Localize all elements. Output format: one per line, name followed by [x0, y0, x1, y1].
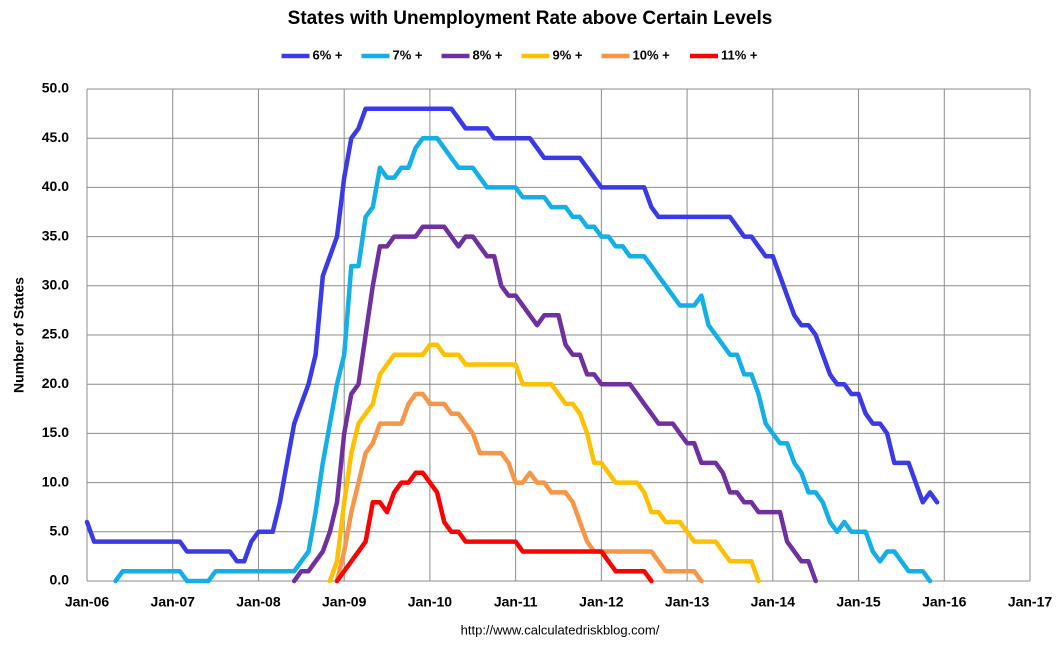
legend-label: 11% + — [721, 47, 758, 62]
legend-label: 8% + — [473, 47, 503, 62]
series-line — [291, 224, 818, 584]
y-tick-label: 0.0 — [50, 572, 70, 588]
x-tick-label: Jan-06 — [65, 594, 110, 610]
y-tick-label: 35.0 — [42, 227, 69, 243]
legend-label: 7% + — [393, 47, 423, 62]
series-line — [84, 106, 940, 564]
chart-title: States with Unemployment Rate above Cert… — [288, 8, 773, 29]
y-tick-label: 10.0 — [42, 473, 69, 489]
y-tick-label: 40.0 — [42, 178, 69, 194]
y-tick-label: 25.0 — [42, 326, 69, 342]
x-tick-label: Jan-09 — [322, 594, 367, 610]
x-tick-label: Jan-12 — [579, 594, 624, 610]
x-tick-label: Jan-16 — [922, 594, 967, 610]
series-line — [334, 391, 704, 584]
y-tick-label: 30.0 — [42, 277, 69, 293]
series-line — [327, 342, 761, 584]
y-tick-label: 20.0 — [42, 375, 69, 391]
y-tick-label: 50.0 — [42, 80, 69, 96]
x-tick-label: Jan-08 — [236, 594, 281, 610]
x-tick-label: Jan-10 — [408, 594, 453, 610]
y-tick-label: 5.0 — [50, 523, 70, 539]
legend-label: 10% + — [633, 47, 671, 62]
x-tick-label: Jan-07 — [151, 594, 196, 610]
legend-label: 6% + — [313, 47, 343, 62]
series-line — [113, 135, 933, 584]
y-axis-title: Number of States — [11, 277, 27, 393]
x-tick-label: Jan-13 — [665, 594, 710, 610]
series-line — [334, 470, 654, 584]
x-tick-label: Jan-15 — [836, 594, 881, 610]
legend-label: 9% + — [553, 47, 583, 62]
x-tick-label: Jan-17 — [1008, 594, 1053, 610]
y-tick-label: 15.0 — [42, 424, 69, 440]
x-tick-label: Jan-11 — [494, 594, 538, 610]
y-tick-label: 45.0 — [42, 129, 69, 145]
source-note: http://www.calculatedriskblog.com/ — [461, 622, 660, 637]
x-tick-label: Jan-14 — [751, 594, 796, 610]
